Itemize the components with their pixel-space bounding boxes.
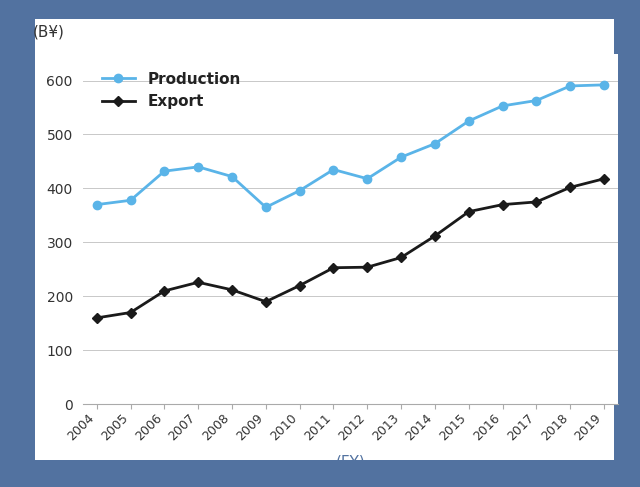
Production (296, 187, 303, 193)
Export (431, 233, 439, 239)
Production (431, 141, 439, 147)
Production (465, 118, 472, 124)
Text: (B¥): (B¥) (33, 24, 64, 39)
Export (499, 202, 506, 207)
Production (228, 174, 236, 180)
Export (296, 282, 303, 288)
Production (161, 168, 168, 174)
Export (262, 299, 269, 305)
Production (499, 103, 506, 109)
Export (364, 264, 371, 270)
Line: Export: Export (93, 175, 607, 321)
Production (195, 164, 202, 170)
Production (330, 167, 337, 172)
Export (532, 199, 540, 205)
Production (600, 82, 608, 88)
Production (127, 197, 134, 203)
Export (566, 185, 574, 190)
Export (600, 176, 608, 182)
Production (566, 83, 574, 89)
Export (465, 209, 472, 215)
Legend: Production, Export: Production, Export (102, 72, 241, 110)
Export (330, 265, 337, 271)
Line: Production: Production (93, 81, 608, 211)
Export (93, 315, 100, 321)
Production (93, 202, 100, 207)
Export (195, 280, 202, 285)
Export (127, 310, 134, 316)
Export (161, 288, 168, 294)
X-axis label: (FY): (FY) (335, 455, 365, 469)
Production (262, 205, 269, 210)
Production (364, 176, 371, 182)
Production (532, 97, 540, 103)
Export (397, 255, 405, 261)
Production (397, 154, 405, 160)
Export (228, 287, 236, 293)
